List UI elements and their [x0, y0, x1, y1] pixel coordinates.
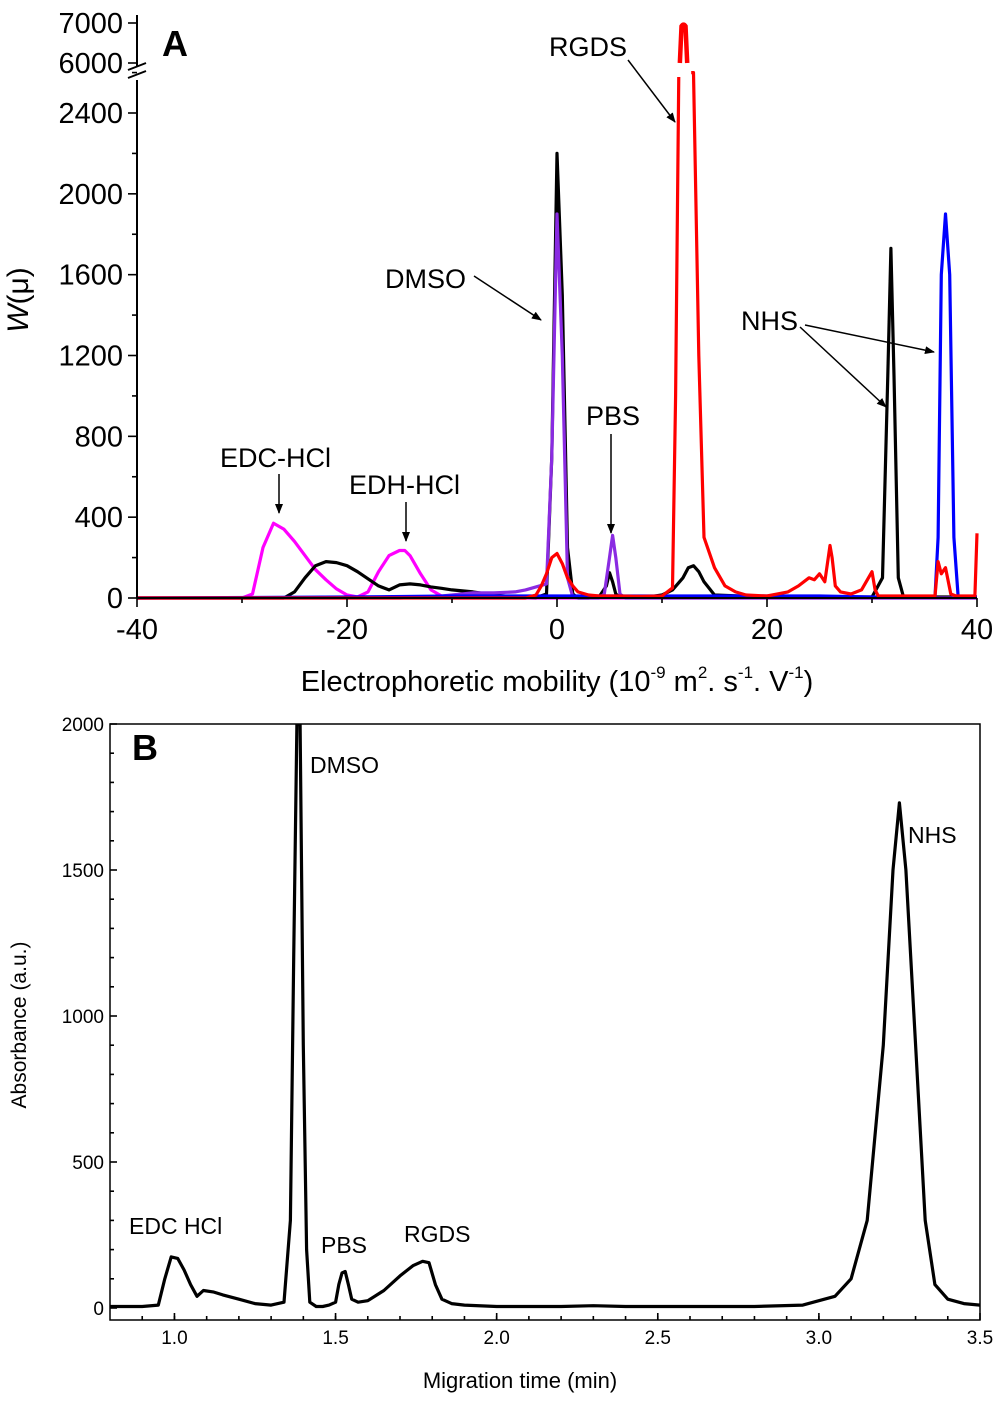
x-title-exp-2: 2 — [698, 663, 707, 682]
series-red-break-gap — [675, 65, 692, 77]
panel-a-y-tick-label-upper: 6000 — [58, 48, 123, 80]
panel-a-y-tick-label: 1200 — [58, 341, 123, 373]
panel-a-x-tick-label: -40 — [116, 614, 158, 646]
annotation-b-pbs: PBS — [321, 1232, 367, 1258]
panel-b-annotations: EDC HCl DMSO PBS RGDS NHS — [129, 752, 957, 1258]
panel-a-y-tick-label: 0 — [107, 583, 123, 615]
arrow-dmso — [473, 275, 542, 321]
panel-b-x-tick-label: 3.0 — [806, 1328, 832, 1349]
panel-a-y-tick-label: 2400 — [58, 98, 123, 130]
panel-a-y-tick-label-upper: 7000 — [58, 8, 123, 40]
panel-a: -40 -20 0 20 4004008001200160020002400600070… — [2, 8, 993, 698]
panel-b-y-tick-label: 1000 — [62, 1007, 104, 1028]
panel-a-label: A — [162, 23, 188, 64]
annotation-nhs: NHS — [741, 306, 798, 336]
annotation-edc-hcl: EDC-HCl — [220, 443, 331, 473]
panel-b-label: B — [132, 727, 158, 768]
arrow-rgds — [627, 59, 676, 123]
series-red-line — [137, 70, 979, 600]
annotation-b-edc-hcl: EDC HCl — [129, 1213, 222, 1239]
panel-b-x-tick-label: 3.5 — [967, 1328, 993, 1349]
panel-b-plot-frame — [109, 723, 981, 1321]
panel-b-x-axis-title: Migration time (min) — [423, 1368, 617, 1393]
panel-a-annotations: EDC-HCl EDH-HCl DMSO PBS RGDS NHS — [220, 32, 935, 542]
x-title-exp-3: -1 — [738, 663, 753, 682]
panel-b-y-tick-label: 2000 — [62, 715, 104, 736]
panel-a-x-tick-label: 40 — [961, 614, 993, 646]
x-title-part-3: . s — [707, 666, 738, 698]
panel-a-x-axis-title: Electrophoretic mobility (10-9 m2. s-1. … — [301, 663, 814, 698]
series-red-peak-upper — [677, 22, 690, 64]
x-title-exp-1: -9 — [650, 663, 665, 682]
x-title-part-1: Electrophoretic mobility (10 — [301, 666, 651, 698]
panel-b-x-tick-label: 2.0 — [483, 1328, 509, 1349]
panel-a-x-tick-label: -20 — [326, 614, 368, 646]
y-title-rest: (μ) — [2, 267, 35, 304]
series-electropherogram-line — [110, 724, 980, 1309]
panel-b: 1.0 1.5 2.0 2.5 3.0 3.5 0 500 1000 1500 2000 B Abs… — [8, 715, 993, 1393]
panel-b-y-tick-label: 1500 — [62, 861, 104, 882]
annotation-b-dmso: DMSO — [310, 752, 379, 778]
axis-break-mark-2 — [127, 62, 147, 71]
panel-a-x-tick-label: 20 — [751, 614, 783, 646]
panel-b-y-tick-label: 500 — [72, 1153, 104, 1174]
annotation-b-nhs: NHS — [908, 822, 957, 848]
arrow-nhs-2 — [804, 324, 935, 355]
x-title-part-5: ) — [804, 666, 814, 698]
x-title-exp-4: -1 — [789, 663, 804, 682]
panel-a-y-tick-label: 2000 — [58, 179, 123, 211]
panel-a-y-tick-label: 400 — [75, 502, 123, 534]
arrow-nhs-1 — [799, 326, 887, 408]
series-purple-line — [137, 212, 977, 600]
annotation-b-rgds: RGDS — [404, 1221, 470, 1247]
annotation-rgds: RGDS — [549, 32, 627, 62]
panel-a-y-axis-title: W(μ) — [2, 267, 35, 333]
panel-a-x-tick-label: 0 — [549, 614, 565, 646]
annotation-dmso: DMSO — [385, 264, 466, 294]
x-title-part-2: m — [666, 666, 698, 698]
y-title-italic: W — [2, 302, 35, 333]
x-title-part-4: . V — [753, 666, 789, 698]
panel-a-y-tick-label: 800 — [75, 421, 123, 453]
panel-b-y-axis-title: Absorbance (a.u.) — [8, 942, 31, 1109]
axis-break-mark-1 — [127, 70, 147, 79]
series-magenta-line — [137, 521, 977, 600]
annotation-pbs: PBS — [586, 401, 640, 431]
panel-b-x-tick-label: 1.0 — [161, 1328, 187, 1349]
panel-a-y-tick-label: 1600 — [58, 260, 123, 292]
panel-b-x-tick-label: 2.5 — [645, 1328, 671, 1349]
panel-b-x-tick-label: 1.5 — [322, 1328, 348, 1349]
panel-b-y-tick-label: 0 — [93, 1299, 104, 1320]
annotation-edh-hcl: EDH-HCl — [349, 470, 460, 500]
